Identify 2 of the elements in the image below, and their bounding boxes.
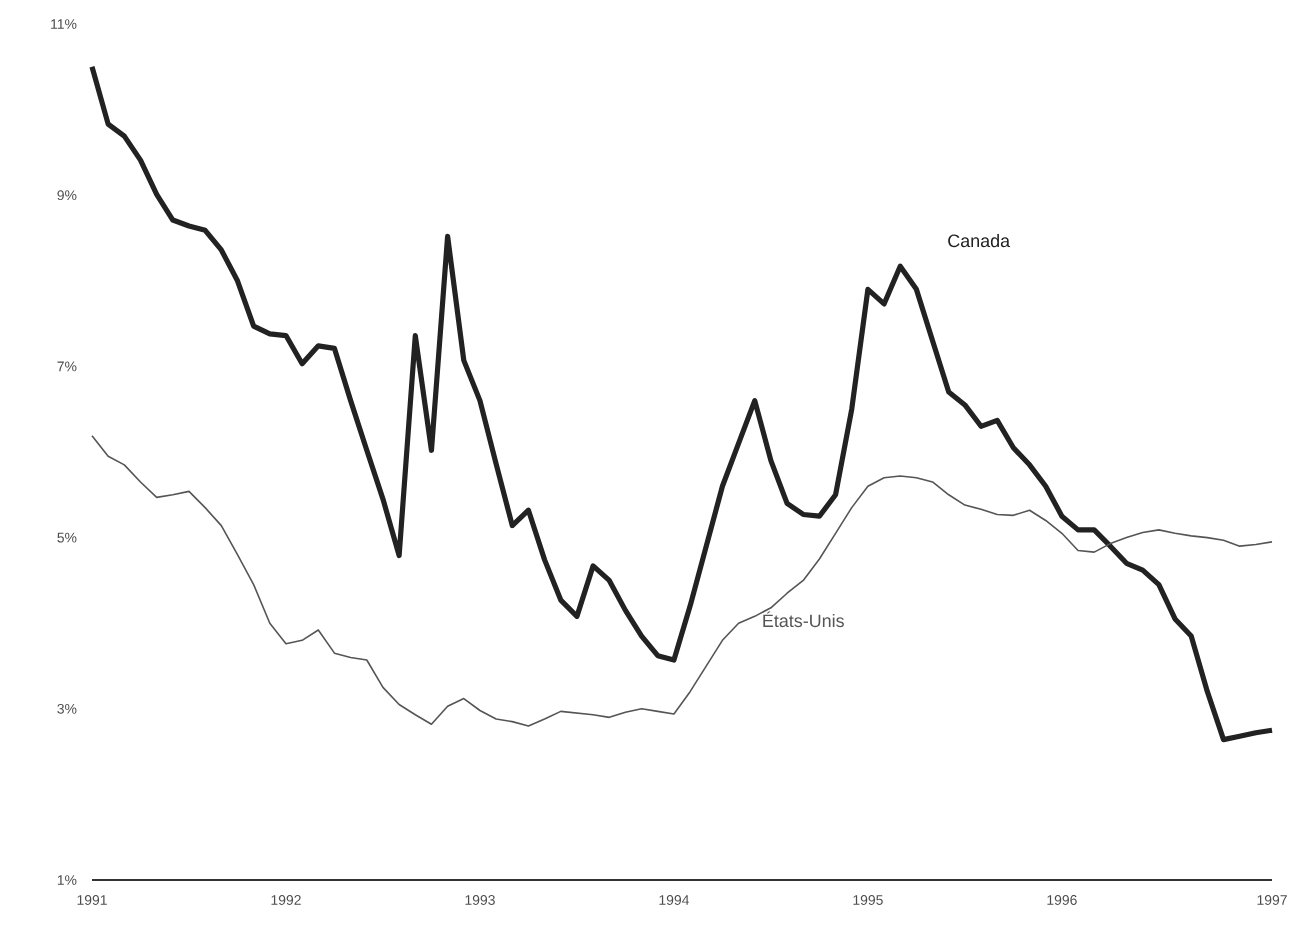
series-label: États-Unis (763, 611, 844, 628)
text: Canada (948, 234, 1011, 248)
